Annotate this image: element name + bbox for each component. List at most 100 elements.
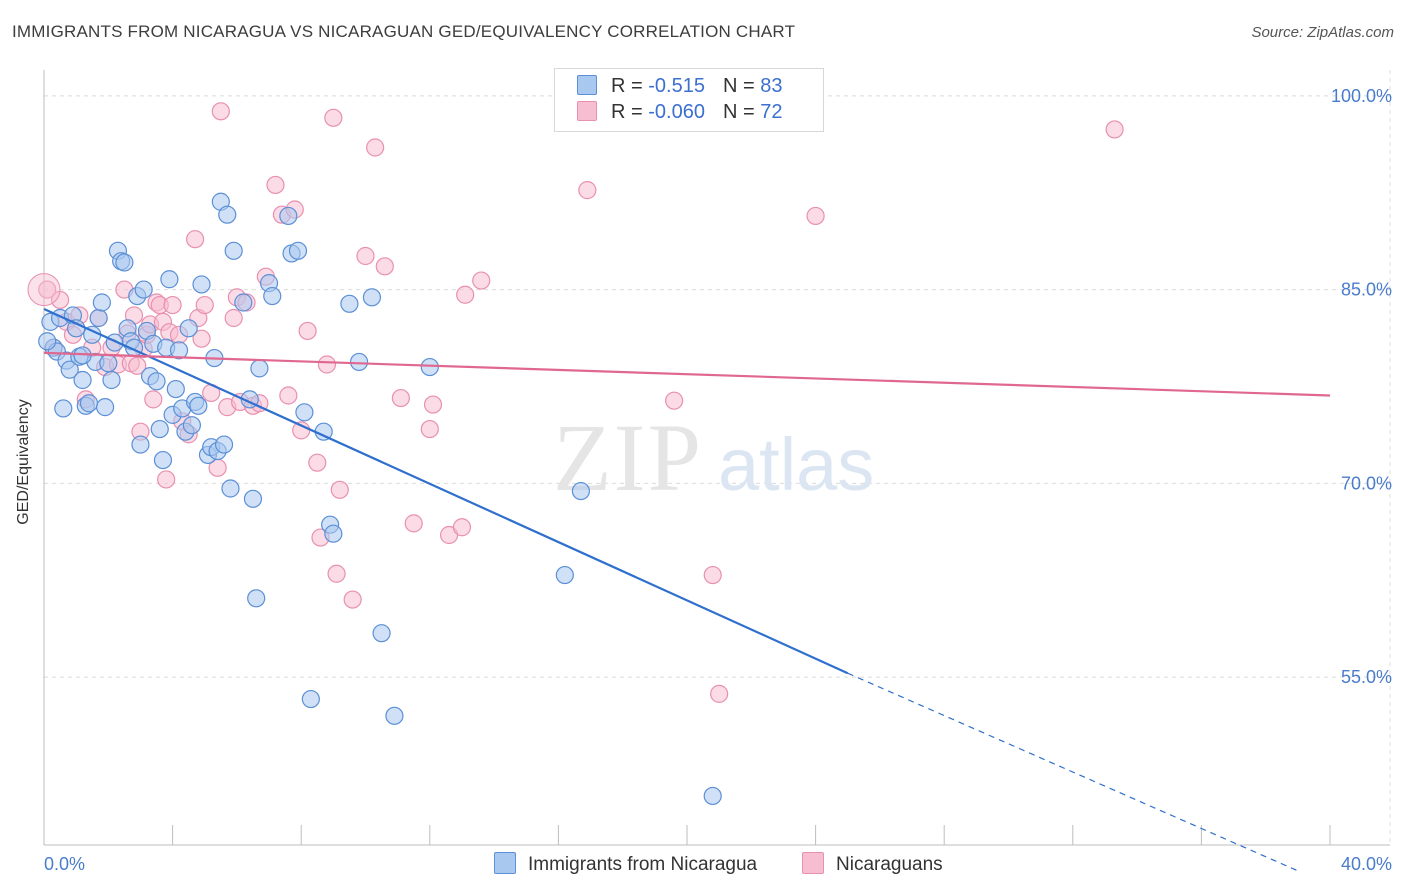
- legend-item-immigrants: Immigrants from Nicaragua: [494, 852, 757, 876]
- tick-labels: 100.0% 85.0% 70.0% 55.0% 0.0% 40.0%: [44, 86, 1392, 874]
- point-immigrants: [224, 241, 243, 260]
- point-immigrants: [218, 205, 237, 224]
- point-immigrants: [221, 479, 240, 498]
- series-legend: Immigrants from Nicaragua Nicaraguans: [0, 852, 1406, 878]
- point-nicaraguans: [1105, 120, 1124, 139]
- point-nicaraguans: [186, 230, 205, 249]
- legend-r-label: R =: [611, 101, 649, 123]
- source-label: Source: ZipAtlas.com: [1251, 24, 1394, 41]
- point-nicaraguans: [317, 355, 337, 374]
- series-immigrants-points: [38, 192, 722, 806]
- legend-swatch-blue: [577, 75, 597, 95]
- point-nicaraguans: [703, 565, 722, 585]
- x-tick-label: 40.0%: [1341, 854, 1392, 874]
- point-nicaraguans: [456, 285, 475, 304]
- point-nicaraguans: [308, 453, 327, 472]
- point-immigrants: [247, 589, 266, 608]
- point-immigrants: [234, 293, 253, 312]
- point-immigrants: [703, 786, 722, 806]
- point-nicaraguans: [192, 329, 211, 348]
- point-immigrants: [60, 360, 79, 379]
- point-immigrants: [102, 370, 121, 390]
- point-immigrants: [385, 706, 404, 725]
- point-nicaraguans: [366, 138, 385, 157]
- point-nicaraguans: [195, 295, 214, 315]
- legend-n-label: N =: [722, 101, 761, 123]
- point-immigrants: [340, 294, 359, 313]
- legend-row-immigrants: R = -0.515 N = 83: [577, 75, 782, 99]
- point-immigrants: [169, 341, 189, 360]
- legend-swatch-pink: [802, 852, 824, 874]
- point-immigrants: [243, 489, 263, 508]
- y-tick-label: 70.0%: [1341, 473, 1392, 493]
- point-immigrants: [324, 524, 343, 543]
- point-immigrants: [73, 370, 92, 390]
- point-nicaraguans: [710, 684, 729, 703]
- point-immigrants: [95, 398, 115, 417]
- point-immigrants: [89, 308, 108, 328]
- point-nicaraguans: [356, 246, 375, 266]
- point-immigrants: [214, 435, 234, 454]
- gridlines: [44, 70, 1391, 845]
- point-nicaraguans: [578, 181, 597, 200]
- point-immigrants: [192, 275, 211, 294]
- point-immigrants: [115, 253, 134, 272]
- point-nicaraguans: [266, 175, 285, 195]
- point-nicaraguans: [420, 419, 439, 439]
- point-nicaraguans: [224, 308, 243, 328]
- point-nicaraguans: [330, 480, 349, 499]
- trend-line-immigrants-extrapolated: [847, 672, 1299, 872]
- chart-title: IMMIGRANTS FROM NICARAGUA VS NICARAGUAN …: [12, 22, 796, 41]
- point-immigrants: [372, 624, 391, 643]
- y-tick-label: 100.0%: [1331, 86, 1392, 106]
- point-immigrants: [150, 419, 169, 439]
- legend-series-name: Immigrants from Nicaragua: [528, 854, 758, 875]
- legend-r-value: -0.060: [648, 101, 705, 123]
- point-nicaraguans: [163, 295, 182, 315]
- point-nicaraguans: [452, 518, 472, 537]
- point-nicaraguans: [157, 470, 176, 489]
- point-immigrants: [38, 332, 57, 351]
- point-nicaraguans: [38, 280, 57, 299]
- point-nicaraguans: [472, 271, 491, 290]
- point-immigrants: [134, 280, 153, 299]
- point-nicaraguans: [27, 273, 61, 307]
- point-nicaraguans: [327, 564, 346, 583]
- point-immigrants: [250, 359, 269, 378]
- point-immigrants: [349, 352, 369, 372]
- trend-line-immigrants: [43, 307, 849, 675]
- point-immigrants: [301, 689, 320, 709]
- point-nicaraguans: [279, 386, 298, 405]
- point-immigrants: [295, 403, 314, 422]
- point-nicaraguans: [211, 102, 230, 121]
- point-immigrants: [182, 416, 201, 435]
- legend-item-nicaraguans: Nicaraguans: [802, 852, 943, 876]
- trend-lines: [43, 307, 1331, 872]
- point-immigrants: [73, 346, 92, 365]
- point-immigrants: [555, 565, 574, 585]
- legend-series-name: Nicaraguans: [836, 854, 943, 875]
- point-nicaraguans: [128, 356, 147, 375]
- point-immigrants: [153, 450, 173, 470]
- point-immigrants: [92, 293, 111, 312]
- point-nicaraguans: [391, 388, 410, 408]
- stats-legend: R = -0.515 N = 83 R = -0.060 N = 72: [554, 68, 824, 132]
- point-nicaraguans: [423, 395, 443, 414]
- point-nicaraguans: [806, 206, 825, 226]
- watermark-atlas: atlas: [718, 423, 874, 506]
- point-immigrants: [179, 319, 198, 338]
- point-immigrants: [54, 399, 73, 418]
- x-tick-label: 0.0%: [44, 854, 85, 874]
- point-nicaraguans: [343, 590, 362, 609]
- legend-swatch-pink: [577, 101, 597, 121]
- y-tick-label: 85.0%: [1341, 280, 1392, 300]
- legend-n-label: N =: [722, 75, 761, 97]
- watermark: ZIP atlas: [553, 404, 874, 511]
- legend-swatch-blue: [494, 852, 516, 874]
- point-immigrants: [166, 379, 185, 399]
- legend-r-value: -0.515: [648, 75, 705, 97]
- point-immigrants: [362, 288, 382, 307]
- legend-row-nicaraguans: R = -0.060 N = 72: [577, 101, 782, 125]
- point-immigrants: [147, 372, 166, 391]
